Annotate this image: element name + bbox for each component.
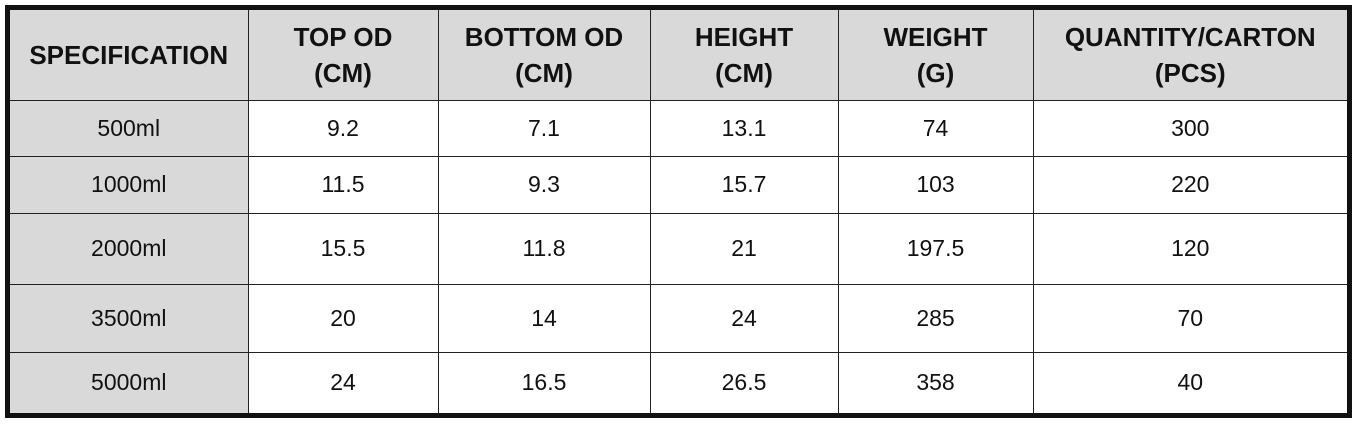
value-cell: 13.1 [649, 99, 839, 157]
value-cell: 15.7 [649, 155, 839, 214]
header-text: HEIGHT [694, 21, 794, 52]
value-cell: 40 [1032, 351, 1347, 413]
header-text: (CM) [314, 57, 372, 88]
value-cell: 358 [837, 351, 1034, 413]
value-cell: 14 [437, 283, 651, 353]
table-frame: SPECIFICATION TOP OD (CM) BOTTOM OD (CM) HEIG… [5, 5, 1352, 418]
header-row: SPECIFICATION TOP OD (CM) BOTTOM OD (CM) HEIG… [10, 10, 1347, 101]
value-cell: 285 [837, 283, 1034, 353]
data-row: 5000ml 24 16.5 26.5 358 40 [10, 351, 1347, 413]
header-cell: TOP OD (CM) [247, 10, 439, 101]
header-text: (PCS) [1154, 57, 1226, 88]
header-text: BOTTOM OD [464, 21, 624, 52]
value-cell: 74 [837, 99, 1034, 157]
data-row: 3500ml 20 14 24 285 70 [10, 283, 1347, 353]
spec-cell: 2000ml [10, 212, 249, 285]
value-cell: 120 [1032, 212, 1347, 285]
value-cell: 15.5 [247, 212, 439, 285]
header-text: TOP OD [293, 21, 393, 52]
header-text: QUANTITY/CARTON [1064, 21, 1316, 52]
value-cell: 11.8 [437, 212, 651, 285]
header-cell: HEIGHT (CM) [649, 10, 839, 101]
spec-cell: 500ml [10, 99, 249, 157]
header-cell: QUANTITY/CARTON (PCS) [1032, 10, 1347, 101]
spec-cell: 5000ml [10, 351, 249, 413]
header-cell: BOTTOM OD (CM) [437, 10, 651, 101]
value-cell: 16.5 [437, 351, 651, 413]
header-cell: SPECIFICATION [10, 10, 249, 101]
value-cell: 21 [649, 212, 839, 285]
value-cell: 20 [247, 283, 439, 353]
header-text: (CM) [715, 57, 773, 88]
value-cell: 24 [649, 283, 839, 353]
data-row: 1000ml 11.5 9.3 15.7 103 220 [10, 155, 1347, 214]
value-cell: 9.3 [437, 155, 651, 214]
value-cell: 197.5 [837, 212, 1034, 285]
header-text: (CM) [515, 57, 573, 88]
value-cell: 11.5 [247, 155, 439, 214]
value-cell: 9.2 [247, 99, 439, 157]
spec-cell: 1000ml [10, 155, 249, 214]
header-cell: WEIGHT (G) [837, 10, 1034, 101]
spec-cell: 3500ml [10, 283, 249, 353]
value-cell: 220 [1032, 155, 1347, 214]
value-cell: 26.5 [649, 351, 839, 413]
header-text: (G) [916, 57, 955, 88]
value-cell: 70 [1032, 283, 1347, 353]
value-cell: 103 [837, 155, 1034, 214]
value-cell: 300 [1032, 99, 1347, 157]
data-row: 500ml 9.2 7.1 13.1 74 300 [10, 99, 1347, 157]
spec-table: SPECIFICATION TOP OD (CM) BOTTOM OD (CM) HEIG… [10, 10, 1347, 413]
value-cell: 24 [247, 351, 439, 413]
header-text: SPECIFICATION [29, 39, 229, 70]
value-cell: 7.1 [437, 99, 651, 157]
header-text: WEIGHT [883, 21, 988, 52]
data-row: 2000ml 15.5 11.8 21 197.5 120 [10, 212, 1347, 285]
